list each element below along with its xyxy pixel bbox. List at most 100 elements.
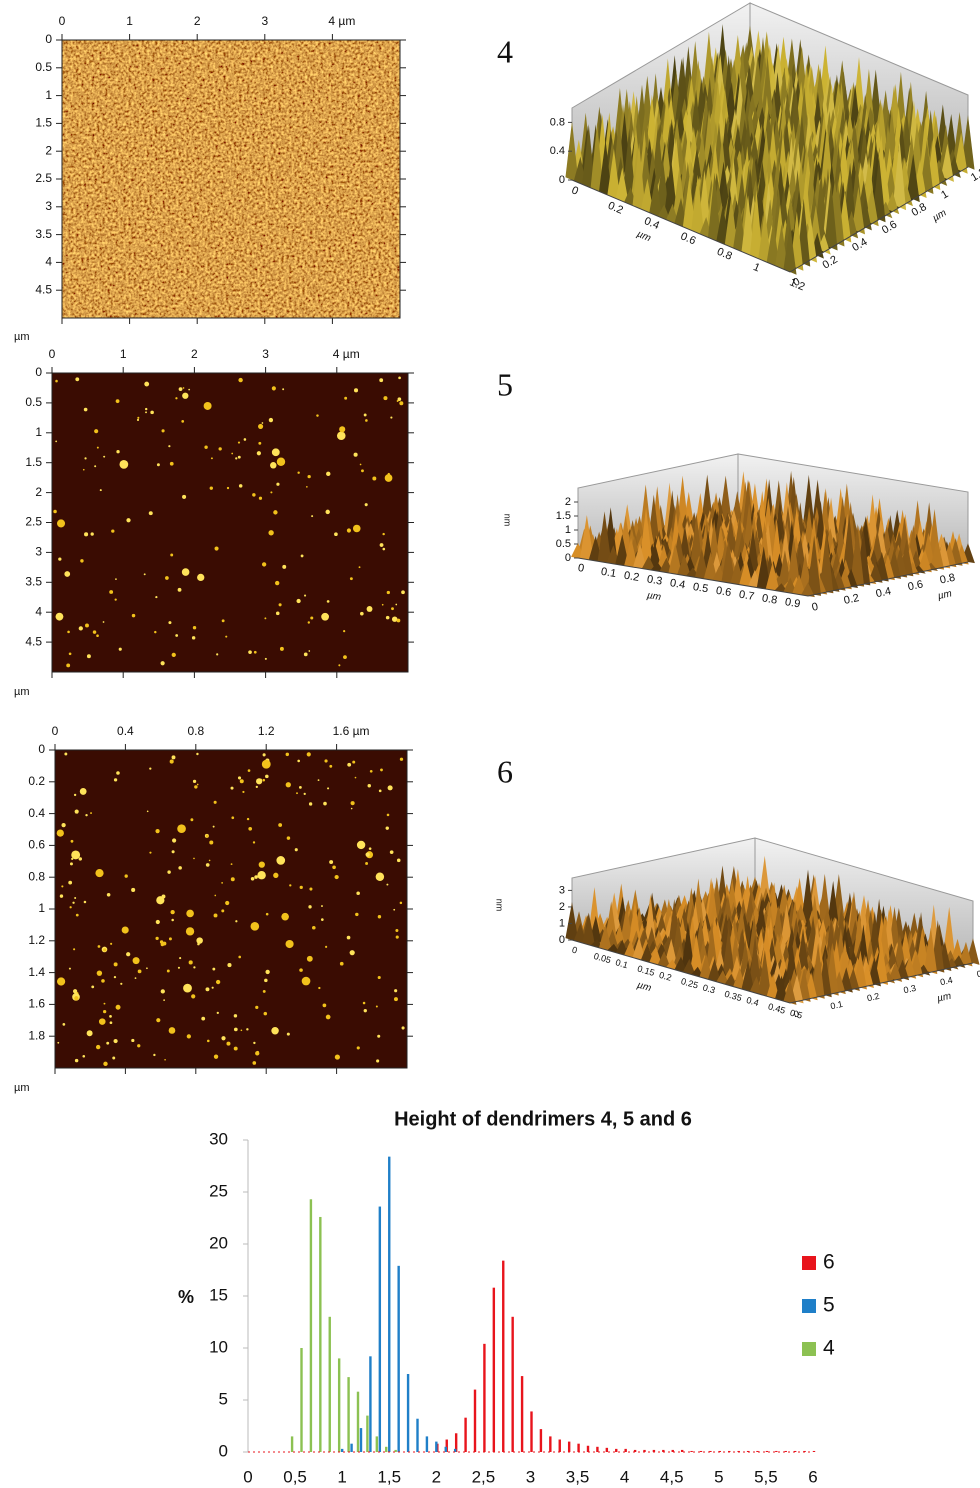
bar: [567, 1441, 571, 1452]
x-tick-label: 0.5: [789, 1008, 804, 1021]
afm-particle: [391, 607, 394, 611]
afm-particle: [209, 486, 213, 490]
afm-particle: [396, 618, 401, 623]
afm-particle: [258, 861, 265, 868]
afm-particle: [132, 957, 140, 965]
afm-particle: [320, 918, 324, 921]
bar: [347, 1377, 350, 1452]
afm-particle: [75, 377, 80, 382]
afm-particle: [179, 957, 182, 960]
afm-particle: [137, 969, 142, 974]
afm-particle: [212, 825, 215, 828]
x-tick-label: 0.8: [715, 246, 734, 263]
x-tick-label: 0: [570, 184, 580, 197]
afm-particle: [395, 935, 399, 939]
afm-particle: [261, 562, 267, 567]
afm-particle: [307, 621, 311, 624]
afm-particle: [109, 1021, 113, 1025]
y-tick-label: 1.2: [28, 933, 45, 947]
legend-swatch: [802, 1299, 816, 1313]
surface-spike: [691, 174, 705, 236]
x-tick-label: 0.2: [606, 200, 625, 217]
afm-particle: [226, 1041, 231, 1046]
y-tick-label: 1.5: [25, 455, 42, 469]
afm-particle: [375, 1005, 378, 1008]
afm-particle: [399, 901, 403, 905]
afm-particle: [193, 966, 196, 969]
bar: [577, 1443, 580, 1452]
afm-particle: [172, 838, 177, 843]
afm-particle: [144, 381, 150, 387]
x-tick-label: 0.2: [623, 570, 640, 584]
afm-particle: [321, 905, 323, 908]
afm-particle: [365, 419, 368, 422]
afm-particle: [265, 774, 269, 779]
afm-particle: [389, 850, 394, 855]
y-tick-label: 4.5: [35, 282, 52, 296]
bar: [375, 1436, 379, 1452]
surface-spike: [850, 523, 865, 587]
afm-particle: [90, 812, 92, 814]
y-tick-label: 5: [219, 1389, 228, 1408]
afm-particle: [126, 518, 131, 523]
y-axis-unit: µm: [936, 991, 952, 1005]
afm-particle: [103, 1002, 106, 1005]
afm-particle: [113, 962, 118, 967]
x-tick-label: 0.1: [614, 957, 629, 970]
surface-spike: [766, 221, 780, 268]
afm-particle: [159, 940, 164, 944]
axis-unit: µm: [14, 331, 30, 343]
bar: [369, 1356, 372, 1452]
bar: [680, 1449, 684, 1452]
x-tick-label: 0.45: [767, 1001, 787, 1015]
afm-particle: [298, 786, 302, 789]
surface-spike: [677, 553, 692, 577]
y-tick-label: 0.3: [903, 983, 917, 995]
x-tick-label: 6: [808, 1467, 817, 1486]
afm-particle: [297, 471, 300, 474]
afm-particle: [145, 407, 148, 411]
bar: [746, 1450, 750, 1452]
afm-particle: [83, 900, 87, 904]
afm-particle: [84, 532, 89, 537]
afm-particle: [166, 969, 170, 973]
surface-spike: [758, 209, 772, 265]
afm-particle: [346, 935, 351, 940]
surface-spike: [749, 189, 764, 261]
afm-particle: [390, 416, 393, 419]
afm-particle: [57, 977, 66, 986]
surface-spike: [892, 139, 907, 211]
afm-particle: [237, 776, 242, 780]
afm-particle: [304, 594, 307, 597]
afm-particle: [238, 955, 242, 959]
afm-particle: [230, 786, 234, 790]
afm-particle: [382, 547, 386, 551]
afm-particle: [124, 874, 128, 878]
afm-particle: [190, 818, 194, 822]
afm-particle: [383, 396, 388, 401]
afm-particle: [385, 615, 390, 620]
afm-particle: [213, 800, 217, 804]
afm-particle: [393, 997, 398, 1002]
afm-particle: [97, 945, 101, 948]
afm-particle: [303, 652, 308, 657]
afm-particle: [242, 790, 245, 794]
bar: [445, 1439, 448, 1452]
afm-particle: [226, 486, 230, 490]
afm-particle: [265, 969, 270, 975]
afm-particle: [181, 419, 185, 423]
x-tick-label: 5,5: [754, 1467, 778, 1486]
y-tick-label: 2.5: [35, 171, 52, 185]
bar: [350, 1443, 353, 1452]
y-tick-label: 25: [209, 1181, 228, 1200]
afm-particle: [55, 440, 58, 443]
afm-particle: [379, 543, 384, 547]
afm-particle: [349, 577, 353, 581]
afm-particle: [323, 801, 327, 806]
afm-particle: [312, 925, 316, 930]
surface-spike: [940, 143, 955, 182]
afm-particle: [396, 400, 399, 402]
afm-particle: [254, 875, 258, 879]
z-tick-label: 0: [565, 552, 571, 564]
x-tick-label: 0.4: [745, 995, 760, 1008]
